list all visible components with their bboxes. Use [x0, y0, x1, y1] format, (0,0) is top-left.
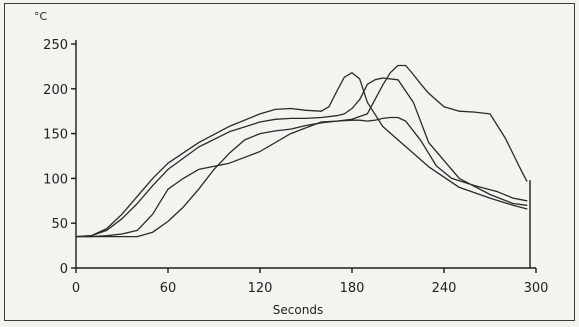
y-tick-label: 200 [43, 83, 68, 98]
series-line-2 [75, 72, 528, 238]
series-line-1 [75, 77, 528, 238]
x-tick-label: 180 [340, 281, 365, 296]
y-tick-label: 100 [43, 172, 68, 187]
series-line-3 [75, 64, 528, 238]
x-tick-label: 240 [432, 281, 457, 296]
x-tick-label: 300 [524, 281, 549, 296]
x-tick-label: 120 [248, 281, 273, 296]
series-group [75, 64, 528, 238]
axes-group: 0 50 100 150 200 250 0 60 120 180 240 300 [43, 38, 548, 296]
y-tick-label: 150 [43, 128, 68, 143]
y-tick-label: 0 [60, 262, 68, 277]
y-unit-label: °C [34, 10, 48, 23]
y-tick-label: 50 [51, 217, 68, 232]
y-tick-label: 250 [43, 38, 68, 53]
x-tick-label: 60 [160, 281, 177, 296]
x-axis-title: Seconds [273, 303, 323, 317]
x-tick-label: 0 [72, 281, 80, 296]
series-line-4 [75, 116, 528, 238]
